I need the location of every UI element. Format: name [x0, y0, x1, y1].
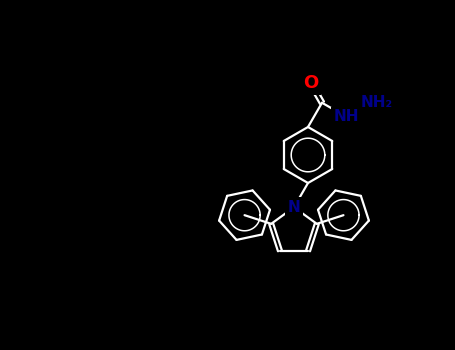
Text: NH: NH: [334, 109, 359, 124]
Text: NH₂: NH₂: [360, 95, 393, 110]
Text: O: O: [303, 74, 318, 92]
Text: N: N: [288, 200, 300, 215]
